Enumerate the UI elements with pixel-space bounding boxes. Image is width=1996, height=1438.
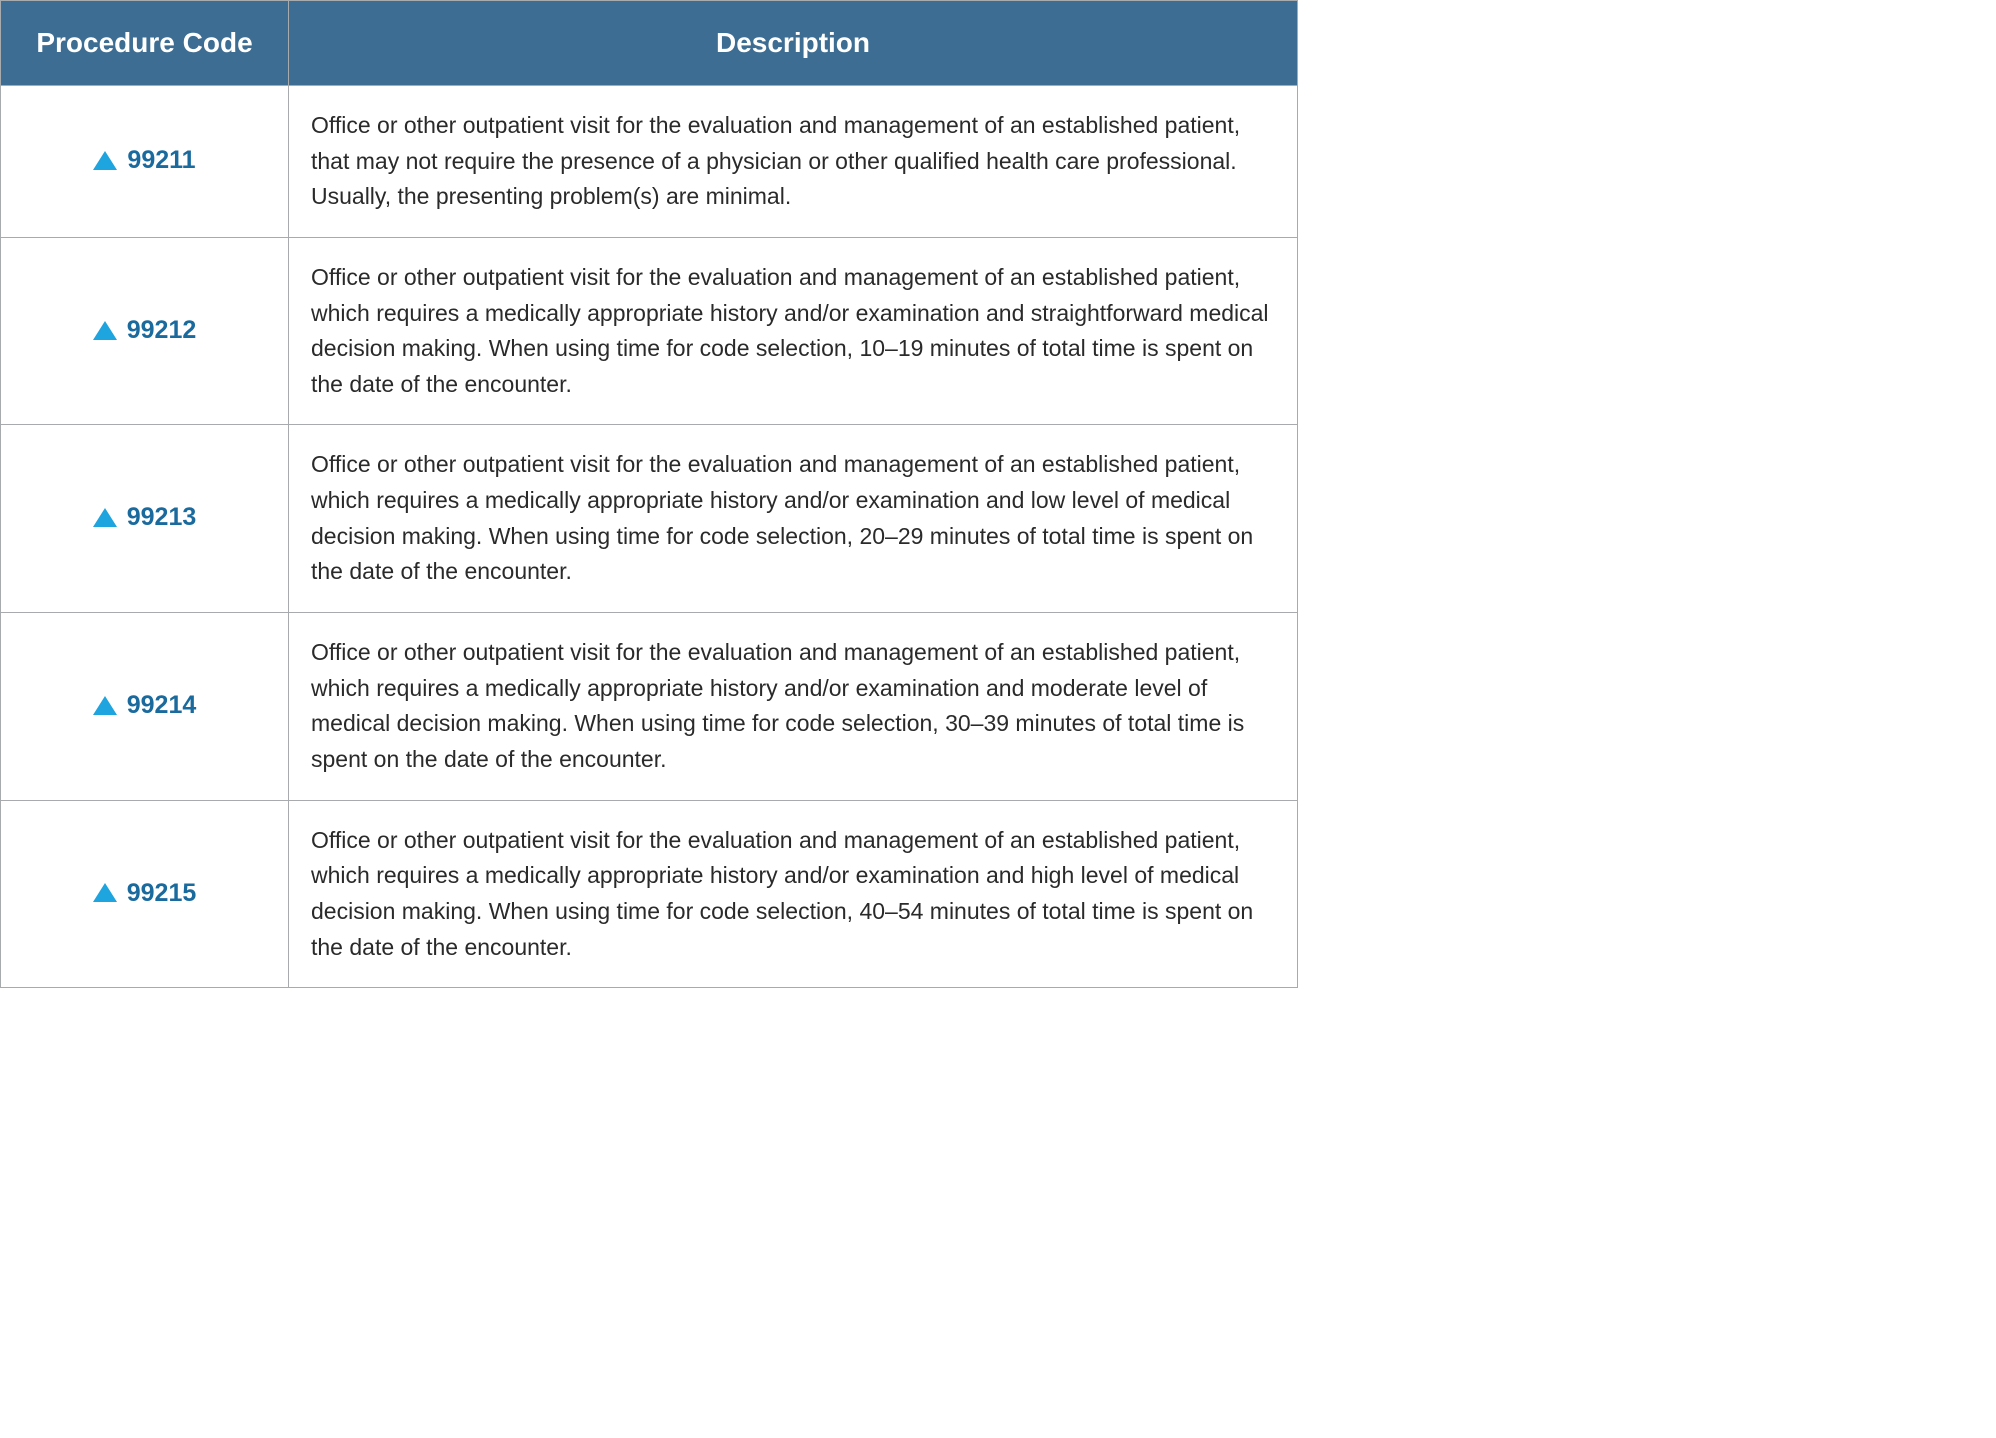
code-cell: 99211 bbox=[1, 86, 289, 238]
table-row: 99215 Office or other outpatient visit f… bbox=[1, 800, 1298, 988]
code-cell: 99212 bbox=[1, 237, 289, 425]
description-cell: Office or other outpatient visit for the… bbox=[289, 613, 1298, 801]
table-header-row: Procedure Code Description bbox=[1, 1, 1298, 86]
table-row: 99212 Office or other outpatient visit f… bbox=[1, 237, 1298, 425]
procedure-code: 99211 bbox=[127, 141, 195, 180]
procedure-code-table: Procedure Code Description 99211 Office … bbox=[0, 0, 1298, 988]
procedure-code: 99212 bbox=[127, 311, 197, 350]
table-row: 99211 Office or other outpatient visit f… bbox=[1, 86, 1298, 238]
table-row: 99213 Office or other outpatient visit f… bbox=[1, 425, 1298, 613]
triangle-up-icon bbox=[93, 151, 117, 170]
procedure-code: 99215 bbox=[127, 874, 197, 913]
description-cell: Office or other outpatient visit for the… bbox=[289, 237, 1298, 425]
description-cell: Office or other outpatient visit for the… bbox=[289, 86, 1298, 238]
triangle-up-icon bbox=[93, 508, 117, 527]
description-cell: Office or other outpatient visit for the… bbox=[289, 800, 1298, 988]
code-cell: 99213 bbox=[1, 425, 289, 613]
triangle-up-icon bbox=[93, 696, 117, 715]
table-row: 99214 Office or other outpatient visit f… bbox=[1, 613, 1298, 801]
description-cell: Office or other outpatient visit for the… bbox=[289, 425, 1298, 613]
code-cell: 99214 bbox=[1, 613, 289, 801]
column-header-code: Procedure Code bbox=[1, 1, 289, 86]
procedure-code: 99213 bbox=[127, 498, 197, 537]
triangle-up-icon bbox=[93, 883, 117, 902]
procedure-code: 99214 bbox=[127, 686, 197, 725]
code-cell: 99215 bbox=[1, 800, 289, 988]
column-header-description: Description bbox=[289, 1, 1298, 86]
triangle-up-icon bbox=[93, 321, 117, 340]
